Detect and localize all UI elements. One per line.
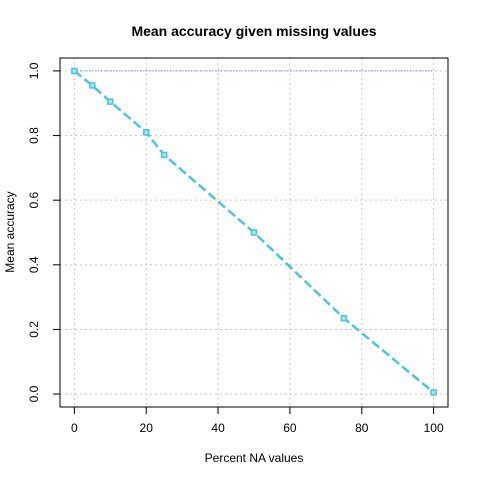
y-tick-label: 0.2 — [27, 321, 41, 338]
data-point — [142, 129, 150, 136]
data-point — [160, 151, 168, 159]
x-axis-label: Percent NA values — [205, 451, 304, 465]
chart-title: Mean accuracy given missing values — [131, 23, 376, 39]
x-tick-label: 20 — [140, 421, 154, 435]
x-tick-label: 40 — [211, 421, 225, 435]
data-point — [89, 82, 96, 89]
y-tick-label: 0.4 — [27, 256, 41, 273]
plot-frame — [59, 57, 449, 408]
y-tick-label: 0.6 — [27, 192, 41, 209]
data-point — [340, 314, 348, 322]
x-tick-label: 60 — [283, 421, 297, 435]
y-tick-label: 0.8 — [27, 127, 41, 144]
series-layer — [71, 67, 437, 396]
grid — [60, 58, 448, 407]
x-tick-label: 100 — [424, 421, 444, 435]
y-tick-label: 0.0 — [27, 385, 41, 402]
axes: 0 20 40 60 80 100 0.0 0.2 0.4 0.6 0.8 1.0 — [27, 62, 444, 435]
data-point — [430, 389, 437, 396]
x-tick-label: 0 — [71, 421, 78, 435]
x-tick-label: 80 — [355, 421, 369, 435]
data-point — [250, 229, 258, 236]
data-point — [71, 67, 78, 75]
data-point — [107, 98, 114, 105]
y-tick-label: 1.0 — [27, 62, 41, 79]
y-axis-label: Mean accuracy — [3, 191, 17, 272]
